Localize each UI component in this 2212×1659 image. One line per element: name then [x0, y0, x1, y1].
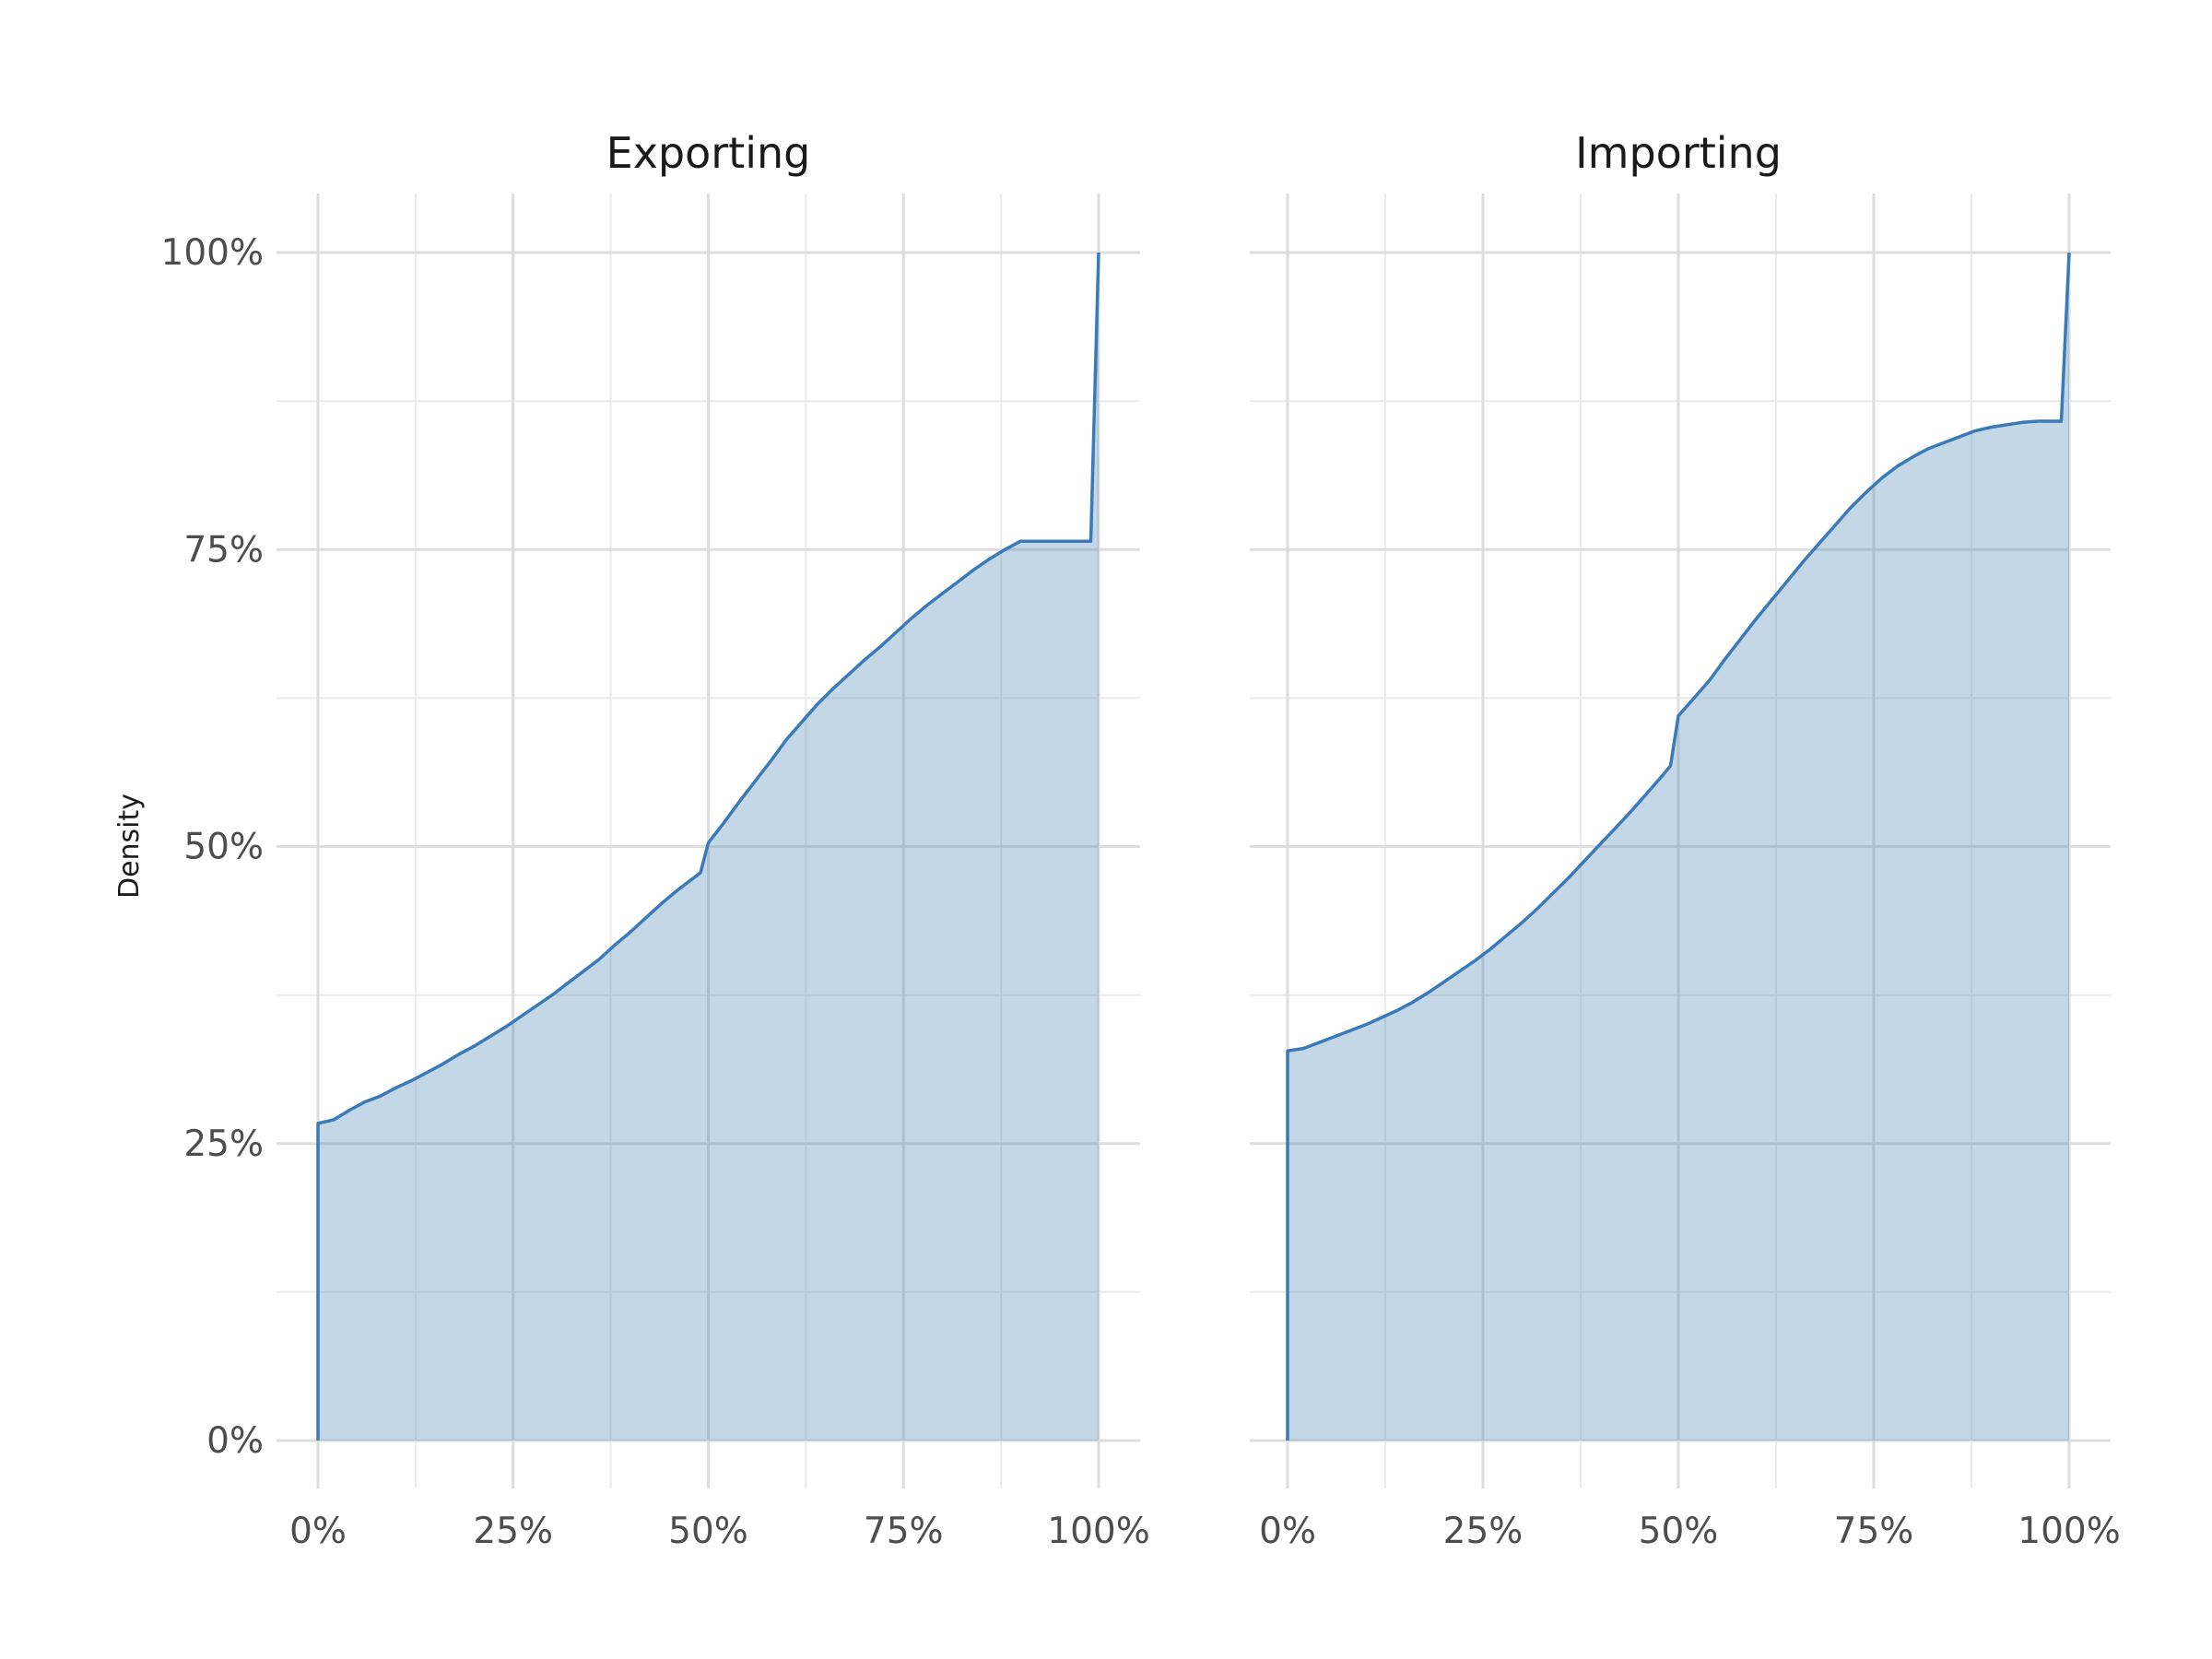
x-tick-label: 25%	[1443, 1511, 1524, 1552]
x-tick-label: 0%	[1259, 1511, 1316, 1552]
x-tick-label: 50%	[1639, 1511, 1719, 1552]
density-line	[316, 252, 1100, 1441]
x-tick-label: 25%	[473, 1511, 553, 1552]
y-tick-label: 50%	[183, 827, 264, 868]
x-tick-label: 100%	[1047, 1511, 1150, 1552]
y-tick-label: 25%	[183, 1124, 264, 1165]
panel-1: Importing 0% 25% 50% 75% 100%	[1250, 128, 2121, 1552]
x-tick-label: 50%	[668, 1511, 748, 1552]
x-tick-label: 75%	[864, 1511, 944, 1552]
x-tick-label: 75%	[1834, 1511, 1914, 1552]
y-axis-title: Density	[113, 794, 146, 899]
y-tick-label: 100%	[161, 232, 265, 274]
panel-0: Exporting 0% 25% 50% 75% 100% 0% 25% 50% 75% 100%	[161, 128, 1150, 1552]
y-tick-label: 75%	[183, 529, 264, 571]
y-tick-label: 0%	[206, 1420, 264, 1462]
density-area	[1288, 253, 2069, 1441]
density-line	[1286, 252, 2071, 1441]
panel-title: Importing	[1575, 128, 1782, 178]
panel-title: Exporting	[606, 128, 811, 178]
x-tick-label: 100%	[2018, 1511, 2121, 1552]
x-tick-label: 0%	[289, 1511, 347, 1552]
